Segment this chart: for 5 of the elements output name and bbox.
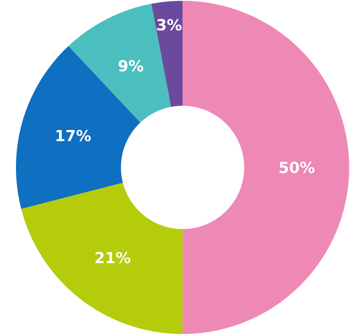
data-label: 3%: [157, 19, 182, 31]
data-label: 17%: [56, 130, 91, 142]
data-label: 9%: [118, 60, 144, 72]
data-label: 50%: [280, 162, 314, 174]
data-label: 21%: [96, 252, 130, 264]
